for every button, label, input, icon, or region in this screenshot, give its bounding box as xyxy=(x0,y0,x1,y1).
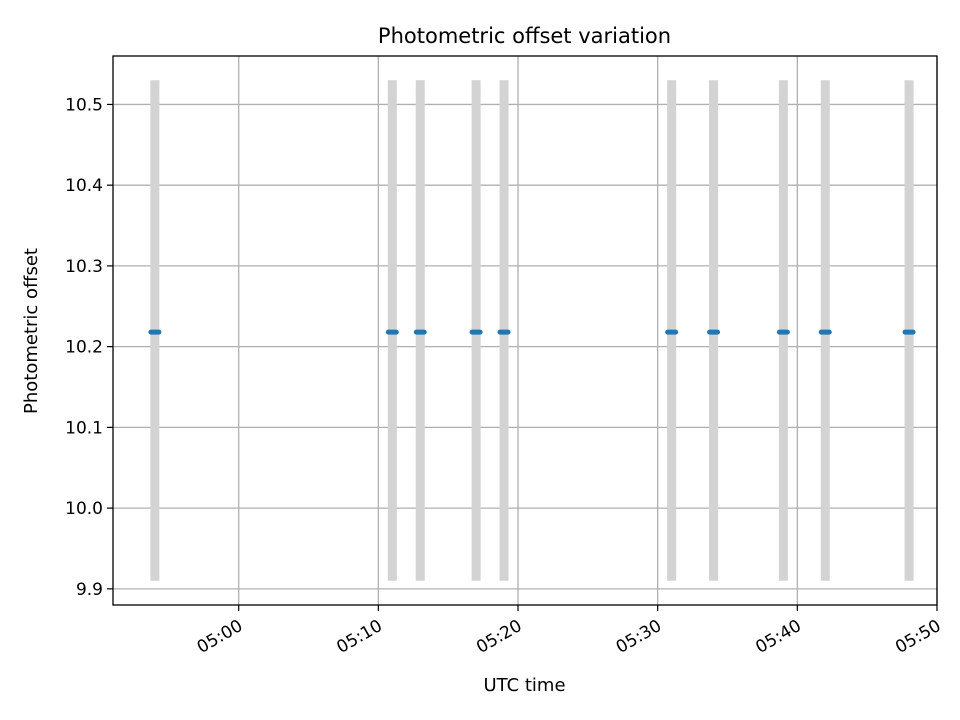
x-tick-label: 05:20 xyxy=(473,616,525,658)
x-tick-label: 05:30 xyxy=(613,616,665,658)
x-tick-label: 05:00 xyxy=(194,616,246,658)
x-tick-label: 05:10 xyxy=(333,616,385,658)
y-axis-title: Photometric offset xyxy=(21,248,42,414)
y-tick-label: 10.2 xyxy=(65,338,103,358)
plot-frame xyxy=(112,55,938,606)
y-tick-label: 10.4 xyxy=(65,176,103,196)
y-tick-label: 10.0 xyxy=(65,499,103,519)
y-tick-label: 10.5 xyxy=(65,95,103,115)
x-tick-label: 05:40 xyxy=(752,616,804,658)
grid-layer xyxy=(113,56,938,605)
x-tick-label: 05:50 xyxy=(892,616,944,658)
chart-title: Photometric offset variation xyxy=(378,24,671,48)
y-tick-label: 10.1 xyxy=(65,418,103,438)
y-tick-label: 10.3 xyxy=(65,257,103,277)
x-axis-title: UTC time xyxy=(483,675,565,696)
errorbar-layer xyxy=(150,80,914,581)
y-tick-label: 9.9 xyxy=(76,580,103,600)
